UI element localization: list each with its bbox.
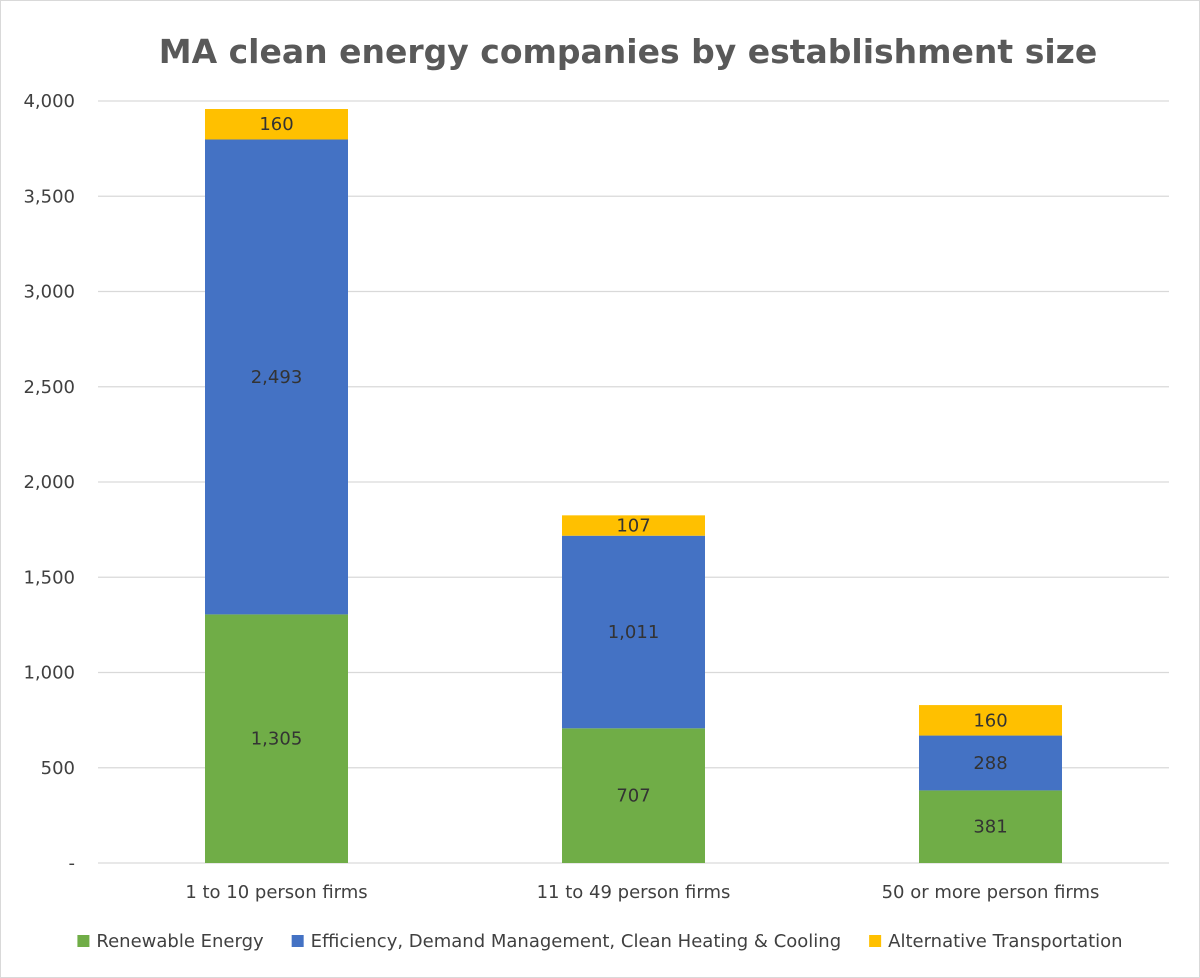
- x-tick-label: 1 to 10 person firms: [185, 882, 367, 903]
- data-label: 107: [616, 516, 650, 537]
- bar-segment: [562, 515, 705, 536]
- bar-segment: [919, 705, 1062, 736]
- y-tick-label: 2,500: [23, 377, 75, 398]
- bar-segment: [919, 790, 1062, 863]
- data-label: 707: [616, 786, 650, 807]
- data-label: 2,493: [251, 367, 303, 388]
- chart-title: MA clean energy companies by establishme…: [159, 32, 1098, 71]
- data-labels: 1,305 2,493 160 707 1,011 107 381 288 160: [251, 114, 1008, 837]
- y-tick-label: 3,500: [23, 186, 75, 207]
- legend: Renewable Energy Efficiency, Demand Manag…: [77, 931, 1123, 952]
- bar-segment: [562, 728, 705, 863]
- data-label: 160: [259, 114, 293, 135]
- bar-segment: [205, 109, 348, 140]
- legend-swatch: [869, 935, 882, 947]
- data-label: 381: [973, 817, 1007, 838]
- bar-segment: [562, 535, 705, 729]
- legend-label: Renewable Energy: [96, 931, 264, 952]
- y-tick-label: 1,500: [23, 567, 75, 588]
- y-tick-label: 2,000: [23, 472, 75, 493]
- data-label: 1,011: [608, 622, 660, 643]
- legend-swatch: [77, 935, 90, 947]
- data-label: 160: [973, 710, 1007, 731]
- y-tick-label: -: [69, 853, 76, 874]
- bars: [205, 109, 1062, 863]
- legend-label: Efficiency, Demand Management, Clean Hea…: [311, 931, 841, 952]
- legend-swatch: [291, 935, 304, 947]
- y-tick-label: 500: [41, 758, 75, 779]
- bar-segment: [205, 614, 348, 863]
- y-tick-label: 3,000: [23, 282, 75, 303]
- data-label: 1,305: [251, 729, 303, 750]
- y-tick-label: 1,000: [23, 663, 75, 684]
- x-tick-label: 11 to 49 person firms: [537, 882, 731, 903]
- y-tick-label: 4,000: [23, 91, 75, 112]
- bar-segment: [919, 735, 1062, 791]
- x-axis-tick-labels: 1 to 10 person firms 11 to 49 person firm…: [185, 882, 1099, 903]
- data-label: 288: [973, 753, 1007, 774]
- x-tick-label: 50 or more person firms: [882, 882, 1100, 903]
- bar-segment: [205, 139, 348, 615]
- legend-label: Alternative Transportation: [888, 931, 1122, 952]
- y-axis-tick-labels: - 500 1,000 1,500 2,000 2,500 3,000 3,500 4,000: [23, 91, 75, 874]
